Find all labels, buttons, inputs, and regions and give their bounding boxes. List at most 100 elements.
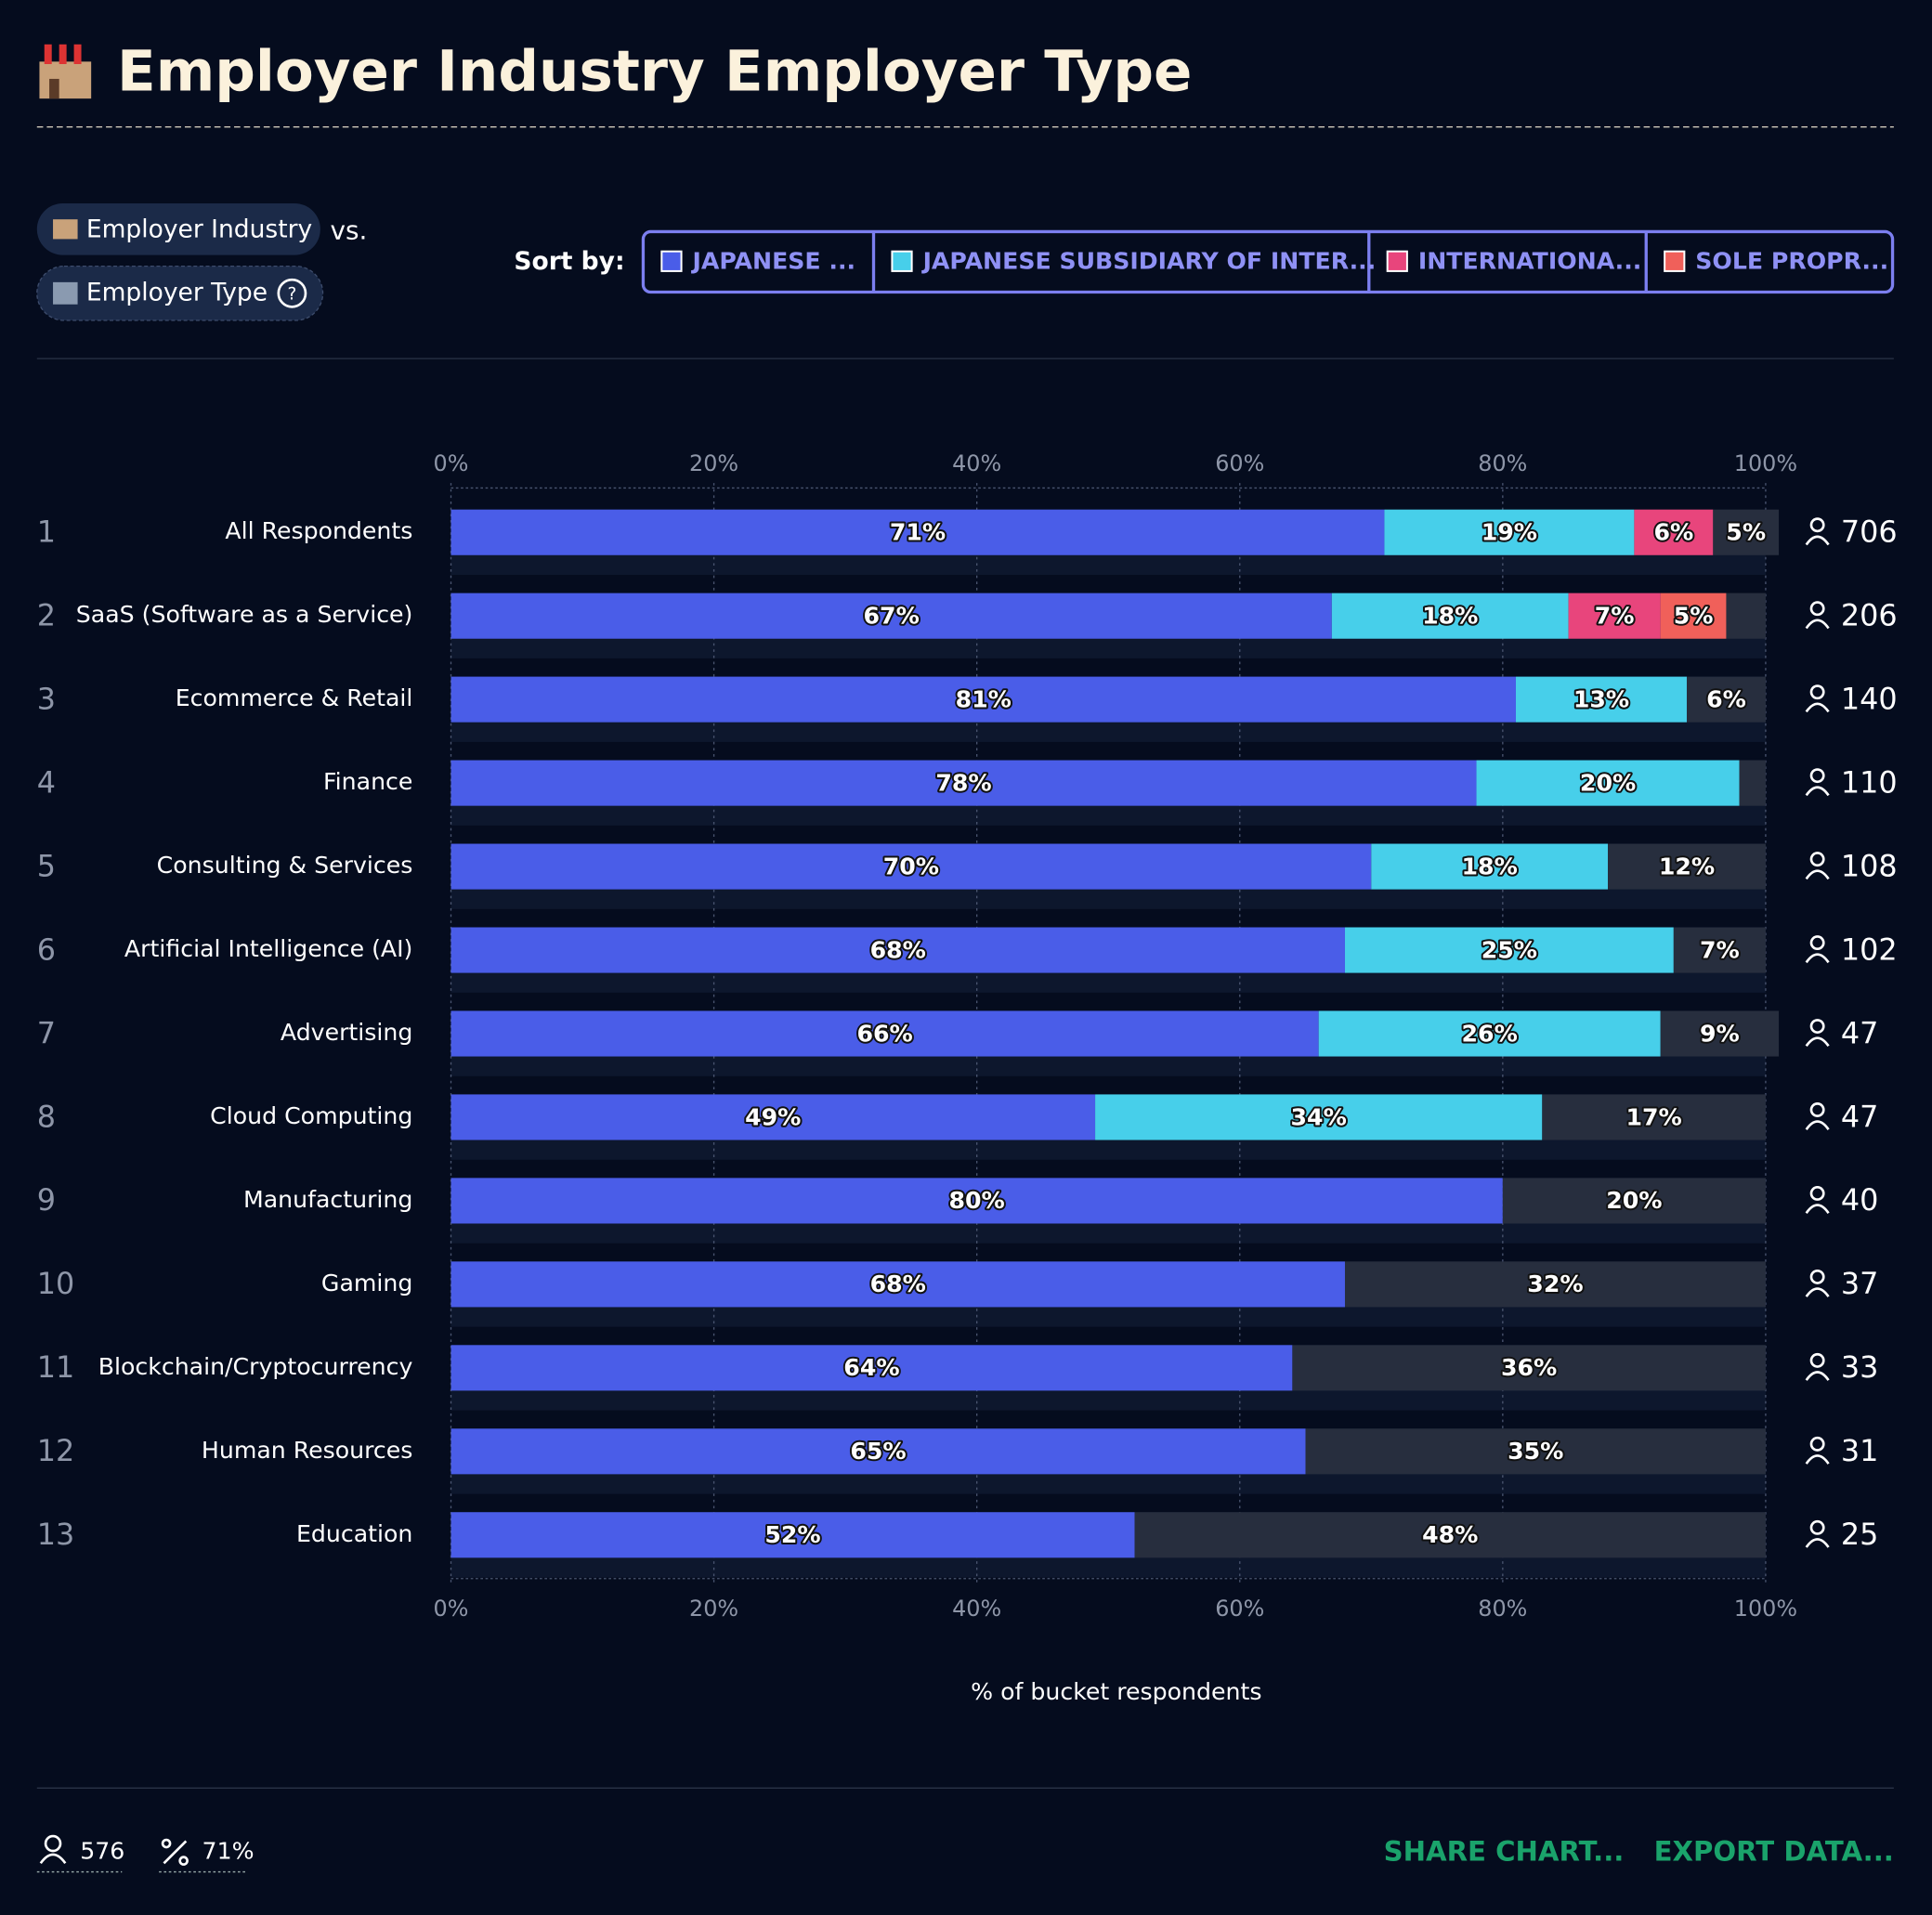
legend-label[interactable]: SOLE PROPR...: [1695, 248, 1888, 275]
footer-count: 576: [80, 1837, 124, 1864]
x-tick-label: 40%: [952, 1596, 1001, 1622]
value-label: 71%: [890, 519, 946, 546]
bar-segment: [1660, 593, 1727, 639]
x-tick-label: 60%: [1215, 1596, 1264, 1622]
help-icon[interactable]: [277, 278, 307, 308]
value-label: 17%: [1625, 1103, 1681, 1130]
person-body: [1805, 953, 1830, 964]
person-body: [1805, 1204, 1830, 1214]
bar-segment: [1673, 927, 1766, 973]
row-number: 13: [37, 1517, 75, 1552]
person-head: [1809, 1019, 1825, 1035]
bar-segment: [450, 676, 1516, 723]
chip-icon: [53, 219, 78, 240]
value-label: 52%: [764, 1521, 820, 1548]
category-label: Artificial Intelligence (AI): [124, 935, 412, 962]
row-number: 10: [37, 1266, 75, 1301]
person-icon: [1805, 852, 1830, 880]
industry-chip[interactable]: [36, 202, 320, 255]
person-icon: [1805, 1436, 1830, 1465]
person-head: [1809, 517, 1825, 533]
respondent-count: 33: [1841, 1349, 1879, 1385]
value-label: 68%: [870, 1270, 926, 1297]
bar-segment: [1318, 1010, 1661, 1057]
value-label: 26%: [1462, 1020, 1518, 1047]
x-tick-label: 40%: [952, 450, 1001, 476]
row-number: 6: [37, 931, 56, 967]
bar-segment: [1371, 843, 1609, 890]
x-tick-label: 100%: [1734, 1596, 1797, 1622]
value-label: 6%: [1706, 685, 1746, 712]
row-number: 12: [37, 1433, 75, 1468]
bar-segment: [1095, 1094, 1543, 1140]
legend-label[interactable]: JAPANESE SUBSIDIARY OF INTER...: [921, 248, 1377, 275]
person-body: [1805, 1371, 1830, 1381]
respondent-count: 102: [1841, 931, 1898, 967]
value-label: 18%: [1462, 853, 1518, 879]
value-label: 7%: [1595, 603, 1635, 630]
person-head: [1809, 768, 1825, 784]
legend-swatch: [660, 250, 683, 272]
legend-label[interactable]: JAPANESE ...: [691, 248, 856, 275]
respondent-count: 25: [1841, 1517, 1879, 1552]
bar-segment: [450, 1512, 1135, 1558]
value-label: 20%: [1580, 769, 1636, 796]
footer-respondents[interactable]: [36, 1834, 123, 1873]
category-label: Gaming: [321, 1270, 412, 1296]
person-icon: [1805, 1519, 1830, 1548]
bar-segment: [1726, 593, 1766, 639]
person-body: [1805, 1287, 1830, 1297]
row-number: 9: [37, 1182, 56, 1218]
bar-segment: [1502, 1178, 1766, 1224]
value-label: 81%: [956, 685, 1012, 712]
legend-label[interactable]: INTERNATIONA...: [1418, 248, 1642, 275]
value-label: 5%: [1674, 603, 1714, 630]
respondent-count: 706: [1841, 515, 1898, 550]
person-head: [1809, 1352, 1825, 1368]
row-number: 1: [37, 515, 56, 550]
value-label: 6%: [1653, 519, 1693, 546]
type-chip[interactable]: [36, 265, 324, 321]
bar-segment: [450, 1178, 1503, 1224]
person-head: [1809, 1269, 1825, 1284]
person-head: [1809, 684, 1825, 700]
person-body: [1805, 619, 1830, 630]
footer-percent[interactable]: [159, 1838, 247, 1873]
export-button[interactable]: EXPORT DATA...: [1654, 1836, 1894, 1868]
person-body: [1805, 1120, 1830, 1131]
bar-segment: [1660, 1010, 1780, 1057]
value-label: 36%: [1501, 1354, 1557, 1381]
value-label: 64%: [843, 1354, 899, 1381]
category-label: Human Resources: [202, 1437, 412, 1464]
person-icon: [1805, 517, 1830, 546]
value-label: 68%: [870, 936, 926, 963]
share-button[interactable]: SHARE CHART...: [1384, 1836, 1625, 1868]
bar-segment: [450, 760, 1477, 806]
bar-segment: [450, 509, 1385, 555]
person-icon: [1805, 1102, 1830, 1131]
bar-segment: [1634, 509, 1714, 555]
person-body: [1805, 1538, 1830, 1548]
bar-segment: [1476, 760, 1740, 806]
person-head: [1809, 935, 1825, 951]
value-label: 70%: [883, 853, 939, 879]
x-tick-label: 80%: [1478, 450, 1527, 476]
value-label: 48%: [1422, 1521, 1478, 1548]
bar-segment: [450, 1428, 1306, 1475]
vs-label: vs.: [331, 215, 368, 245]
person-body: [1805, 1036, 1830, 1048]
x-tick-label: 20%: [689, 1596, 738, 1622]
respondent-count: 37: [1841, 1266, 1879, 1301]
bar-segment: [1331, 593, 1569, 639]
category-label: SaaS (Software as a Service): [76, 601, 413, 628]
person-head: [1809, 601, 1825, 617]
bar-segment: [450, 1261, 1345, 1308]
category-label: Ecommerce & Retail: [176, 684, 413, 711]
person-icon: [1805, 601, 1830, 630]
respondent-count: 40: [1841, 1182, 1879, 1218]
value-label: 19%: [1482, 519, 1537, 546]
person-head: [1809, 852, 1825, 867]
bar-segment: [1686, 676, 1766, 723]
respondent-count: 140: [1841, 681, 1898, 716]
